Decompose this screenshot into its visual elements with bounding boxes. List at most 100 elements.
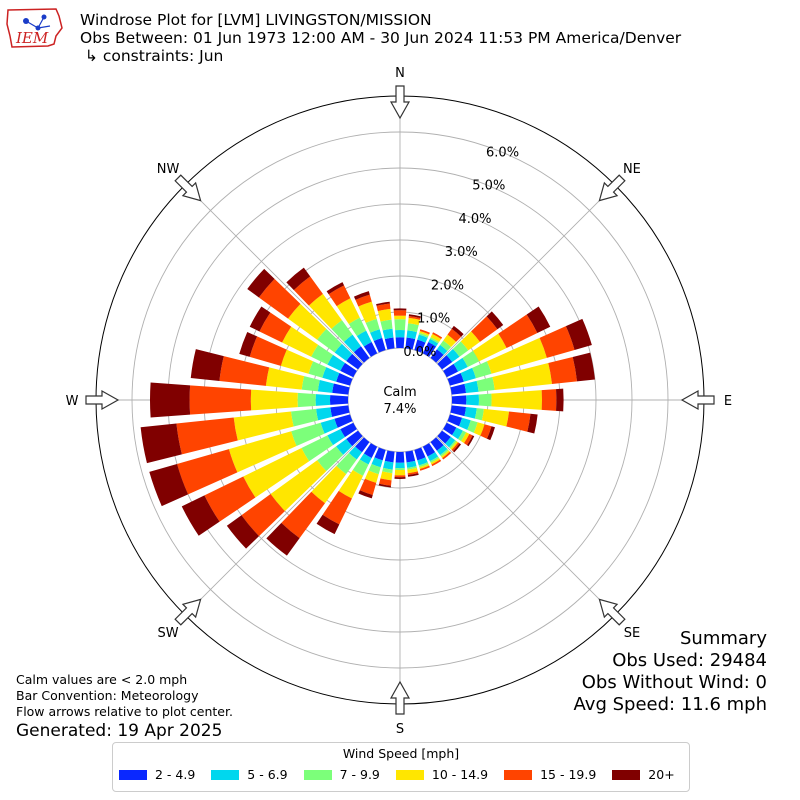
windrose-bar-segment bbox=[383, 460, 394, 470]
windrose-bar-segment bbox=[452, 341, 469, 357]
windrose-bar-segment bbox=[376, 303, 391, 312]
windrose-bar-segment bbox=[317, 380, 334, 393]
windrose-bar-segment bbox=[492, 363, 552, 391]
compass-label-sw: SW bbox=[158, 626, 179, 641]
windrose-bar-segment bbox=[241, 494, 285, 537]
windrose-bar-segment bbox=[466, 435, 475, 447]
windrose-bar-segment bbox=[219, 356, 270, 386]
windrose-bar-segment bbox=[355, 437, 370, 453]
windrose-bar-segment bbox=[331, 320, 353, 342]
legend-item: 20+ bbox=[612, 767, 675, 782]
windrose-bar-segment bbox=[431, 459, 442, 467]
windrose-bar-segment bbox=[190, 349, 224, 382]
windrose-bar-segment bbox=[359, 478, 377, 495]
windrose-bar-segment bbox=[406, 330, 417, 340]
windrose-bar-segment bbox=[280, 349, 314, 374]
windrose-bar-segment bbox=[380, 471, 393, 481]
legend-label: 5 - 6.9 bbox=[247, 767, 288, 782]
note-calm: Calm values are < 2.0 mph bbox=[16, 672, 188, 687]
windrose-bar-segment bbox=[379, 478, 392, 486]
windrose-bar-segment bbox=[541, 389, 557, 411]
flow-arrow-w bbox=[85, 389, 120, 411]
windrose-bar-segment bbox=[443, 422, 457, 436]
windrose-bar-segment bbox=[498, 314, 538, 349]
windrose-bar-segment bbox=[473, 422, 485, 436]
windrose-bar-segment bbox=[419, 329, 430, 335]
windrose-bar-segment bbox=[346, 430, 363, 447]
grid-spoke bbox=[436, 184, 616, 364]
flow-arrow-icon bbox=[680, 389, 715, 411]
chart-subtitle-period: Obs Between: 01 Jun 1973 12:00 AM - 30 J… bbox=[80, 29, 682, 47]
windrose-bar-segment bbox=[430, 349, 444, 363]
summary-obs-without-wind: Obs Without Wind: 0 bbox=[581, 672, 767, 693]
windrose-bar-segment bbox=[427, 452, 439, 462]
windrose-bar-segment bbox=[395, 468, 405, 470]
windrose-bar-segment bbox=[394, 475, 406, 478]
legend-label: 10 - 14.9 bbox=[431, 767, 489, 782]
windrose-bar-segment bbox=[189, 385, 252, 415]
summary-avg-speed: Avg Speed: 11.6 mph bbox=[573, 694, 767, 715]
windrose-bar-segment bbox=[352, 459, 369, 476]
windrose-bar-segment bbox=[322, 490, 352, 525]
windrose-bar-segment bbox=[317, 446, 344, 472]
windrose-bar-segment bbox=[258, 278, 301, 319]
windrose-bar-segment bbox=[308, 361, 327, 378]
windrose-bar-segment bbox=[316, 407, 333, 421]
radial-tick-label: 5.0% bbox=[472, 179, 505, 194]
legend-label: 20+ bbox=[648, 767, 675, 782]
legend-item: 5 - 6.9 bbox=[211, 767, 288, 782]
chart-title: Windrose Plot for [LVM] LIVINGSTON/MISSI… bbox=[80, 11, 432, 29]
notes-panel: Calm values are < 2.0 mph Bar Convention… bbox=[16, 672, 233, 741]
legend-swatch bbox=[303, 769, 332, 780]
windrose-bar-segment bbox=[320, 418, 338, 434]
summary-title: Summary bbox=[680, 628, 767, 649]
windrose-bar-segment bbox=[363, 443, 378, 459]
windrose-bar-segment bbox=[447, 328, 462, 342]
windrose-bar-segment bbox=[481, 408, 509, 427]
windrose-bar-segment bbox=[394, 469, 406, 476]
compass-label-se: SE bbox=[624, 626, 640, 641]
windrose-bar-segment bbox=[204, 476, 256, 522]
windrose-bar-segment bbox=[440, 449, 449, 457]
windrose-bar-segment bbox=[288, 303, 327, 340]
windrose-bar-segment bbox=[384, 450, 395, 463]
legend-swatch bbox=[395, 769, 424, 780]
windrose-bar-segment bbox=[419, 465, 430, 471]
windrose-bar-segment bbox=[363, 341, 378, 357]
windrose-bar-segment bbox=[436, 344, 448, 355]
windrose-bar-segment bbox=[436, 445, 448, 456]
windrose-bar-segment bbox=[460, 367, 476, 382]
flow-arrow-n bbox=[389, 85, 411, 120]
windrose-bar-segment bbox=[450, 383, 467, 395]
windrose-bar-segment bbox=[548, 356, 578, 385]
legend-swatch bbox=[504, 769, 533, 780]
windrose-bar-segment bbox=[443, 334, 457, 348]
legend-label: 7 - 9.9 bbox=[339, 767, 380, 782]
windrose-bar-segment bbox=[297, 392, 316, 408]
windrose-bar-segment bbox=[250, 389, 298, 411]
windrose-bar-segment bbox=[370, 329, 383, 341]
windrose-bar-segment bbox=[408, 316, 421, 320]
windrose-bar-segment bbox=[348, 446, 363, 460]
chart-title-block: Windrose Plot for [LVM] LIVINGSTON/MISSI… bbox=[80, 11, 681, 65]
windrose-bar-segment bbox=[418, 332, 429, 338]
windrose-bar-segment bbox=[281, 491, 325, 539]
windrose-bar-segment bbox=[464, 380, 479, 394]
windrose-bar-segment bbox=[405, 337, 416, 350]
windrose-bar-segment bbox=[384, 337, 395, 350]
flow-arrow-sw bbox=[174, 598, 202, 626]
windrose-bar-segment bbox=[447, 372, 464, 386]
flow-arrow-icon bbox=[598, 598, 626, 626]
windrose-bar-segment bbox=[464, 433, 473, 446]
windrose-bar-segment bbox=[373, 337, 386, 353]
windrose-bar-segment bbox=[527, 413, 538, 434]
windrose-bar-segment bbox=[414, 339, 426, 353]
windrose-bar-segment bbox=[378, 483, 391, 488]
windrose-bar-segment bbox=[308, 293, 342, 329]
flow-arrow-ne bbox=[598, 174, 626, 202]
windrose-bar-segment bbox=[346, 353, 363, 370]
windrose-bar-segment bbox=[394, 315, 406, 320]
windrose-bar-segment bbox=[336, 439, 353, 455]
windrose-bar-segment bbox=[450, 441, 459, 450]
windrose-bar-segment bbox=[451, 325, 464, 337]
